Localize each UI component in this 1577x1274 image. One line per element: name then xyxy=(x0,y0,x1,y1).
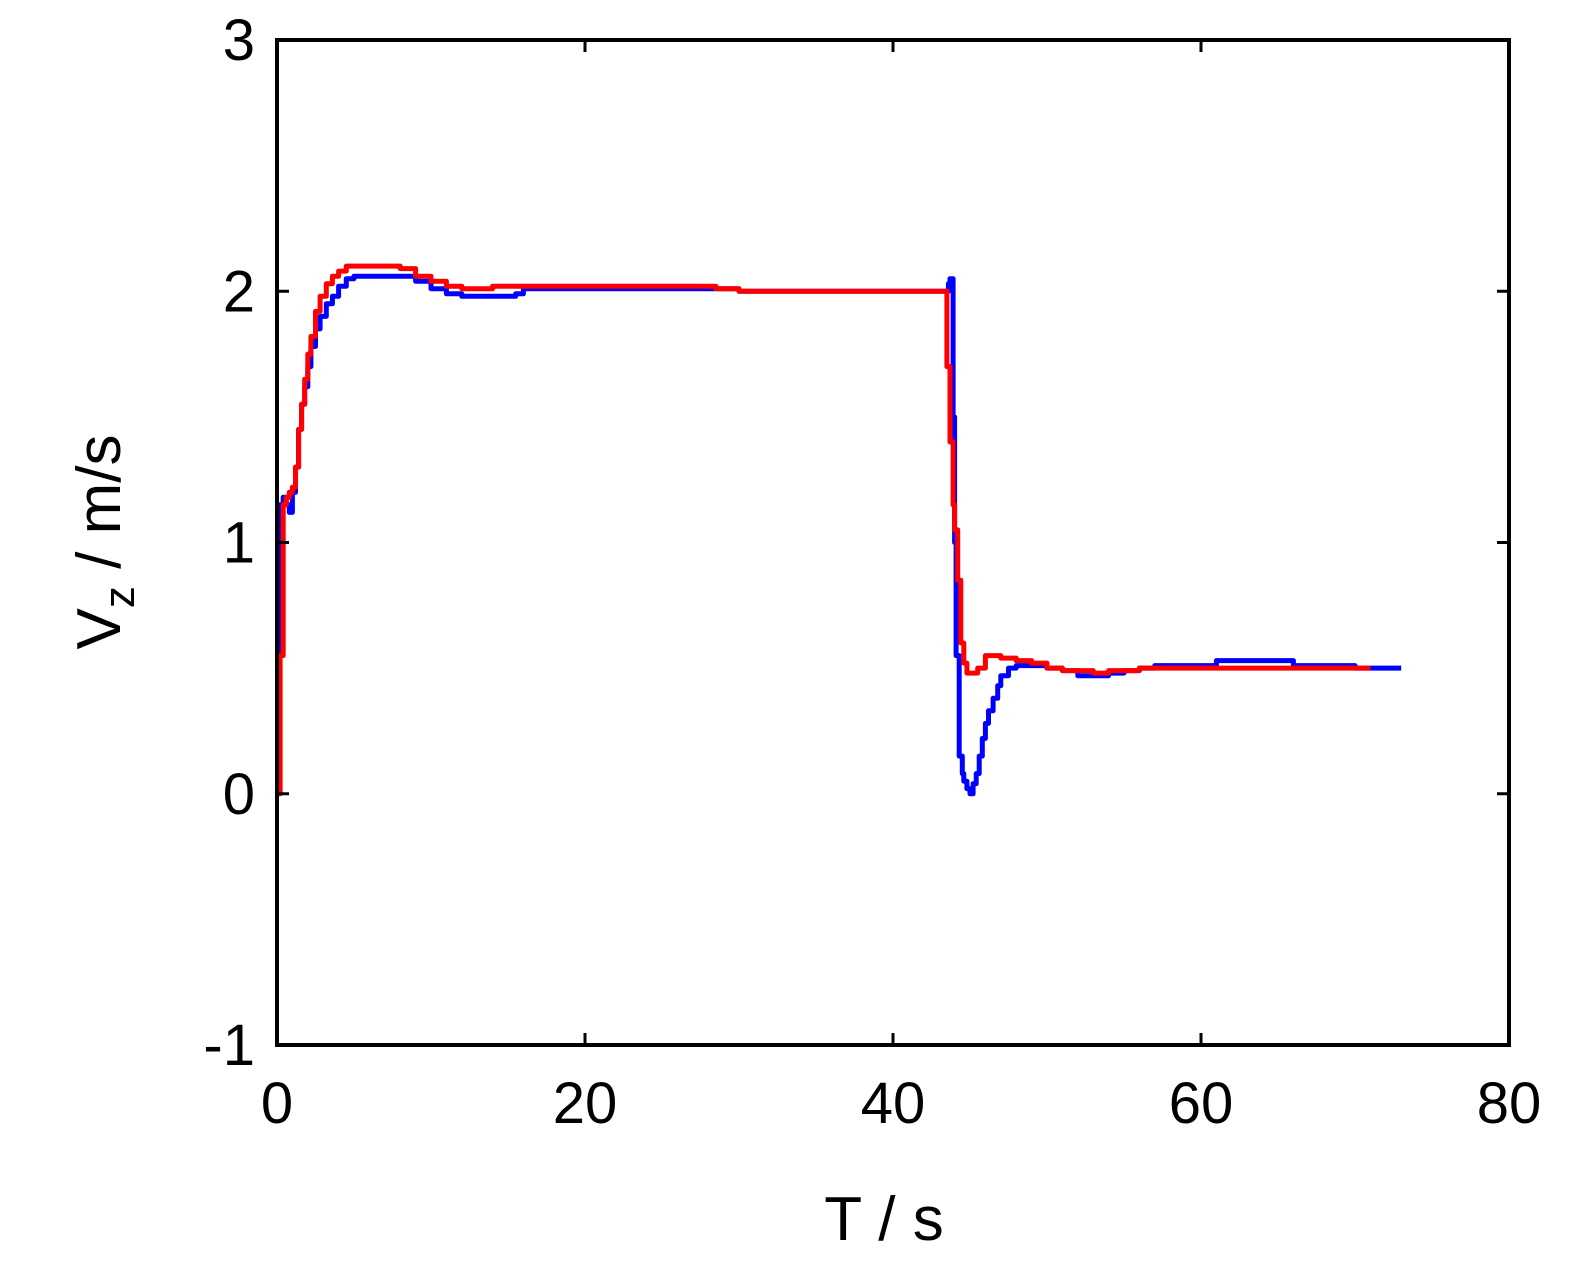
x-tick-label: 0 xyxy=(261,1071,293,1136)
series-line-red xyxy=(277,263,1371,797)
y-axis-label-main: V xyxy=(65,607,134,649)
y-tick-label: -1 xyxy=(203,1013,255,1078)
y-tick-label: 0 xyxy=(223,762,255,827)
svg-text:Vz / m/s: Vz / m/s xyxy=(65,435,144,650)
y-axis-label: Vz / m/s xyxy=(65,435,144,650)
x-tick-label: 80 xyxy=(1477,1071,1542,1136)
series-layer xyxy=(277,263,1402,797)
x-tick-label: 40 xyxy=(861,1071,926,1136)
y-tick-label: 2 xyxy=(223,259,255,324)
x-axis-label: T / s xyxy=(824,1185,943,1254)
y-axis-label-unit: / m/s xyxy=(65,435,134,587)
y-tick-label: 3 xyxy=(223,8,255,73)
x-tick-label: 60 xyxy=(1169,1071,1234,1136)
y-axis-label-subscript: z xyxy=(95,586,144,608)
y-tick-label: 1 xyxy=(223,511,255,576)
x-tick-label: 20 xyxy=(553,1071,618,1136)
